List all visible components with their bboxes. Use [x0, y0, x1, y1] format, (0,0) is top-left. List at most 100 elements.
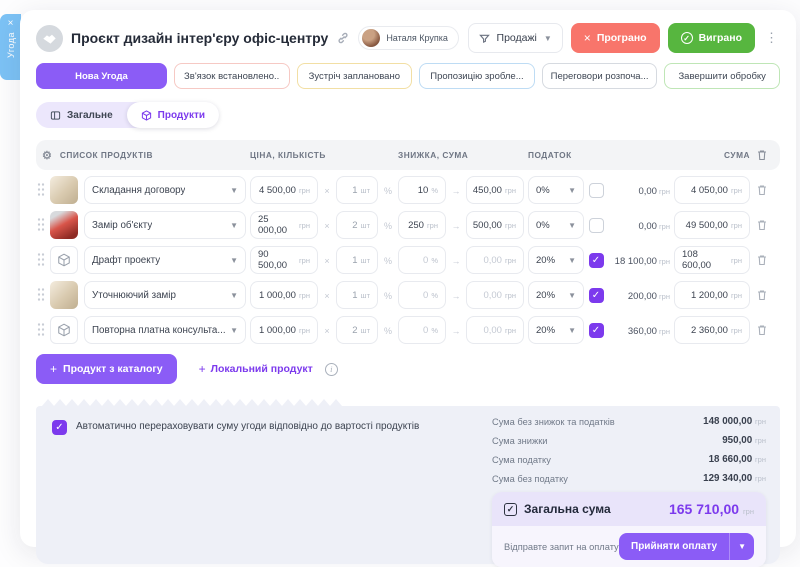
- link-icon[interactable]: [336, 31, 350, 45]
- price-input[interactable]: 1 000,00 грн: [250, 316, 318, 344]
- tax-select[interactable]: 0% ▼: [528, 211, 584, 239]
- accept-payment-button[interactable]: Прийняти оплату ▼: [619, 533, 754, 560]
- quantity-input[interactable]: 2 шт: [336, 211, 378, 239]
- summary-panel: ✓ Автоматично перераховувати суму угоди …: [36, 399, 780, 567]
- deal-side-tab[interactable]: × Угода: [0, 14, 21, 80]
- lost-button[interactable]: × Програно: [570, 23, 660, 53]
- arrow-right-icon: →: [451, 256, 461, 266]
- plus-icon: +: [50, 362, 58, 376]
- tax-checkbox[interactable]: ✓: [588, 252, 604, 268]
- drag-handle-icon[interactable]: [37, 252, 45, 268]
- chevron-down-icon: ▼: [568, 255, 576, 265]
- won-button[interactable]: ✓ Виграно: [667, 23, 755, 53]
- deal-card: Проєкт дизайн інтер'єру офіс-центру Ната…: [20, 10, 796, 567]
- discount-sum-input[interactable]: 450,00 грн: [466, 176, 524, 204]
- stage-meeting-scheduled[interactable]: Зустріч заплановано: [296, 63, 413, 89]
- close-icon[interactable]: ×: [7, 18, 14, 29]
- stage-negotiations-started[interactable]: Переговори розпоча...: [541, 63, 658, 89]
- avatar: [362, 29, 381, 47]
- drag-handle-icon[interactable]: [37, 287, 45, 303]
- drag-handle-icon[interactable]: [37, 182, 45, 198]
- price-input[interactable]: 4 500,00 грн: [250, 176, 318, 204]
- tax-select[interactable]: 20% ▼: [528, 246, 584, 274]
- products-table-header: ⚙ СПИСОК ПРОДУКТІВ ЦІНА, КІЛЬКІСТЬ ЗНИЖК…: [36, 140, 780, 170]
- tax-checkbox[interactable]: ✓: [588, 217, 604, 233]
- product-select[interactable]: Уточнюючий замір ▼: [84, 281, 246, 309]
- summary-label: Сума знижки: [492, 435, 548, 446]
- summary-value: 950,00 грн: [722, 435, 766, 446]
- tax-select[interactable]: 20% ▼: [528, 316, 584, 344]
- drag-handle-icon[interactable]: [37, 322, 45, 338]
- trash-icon[interactable]: [756, 254, 768, 266]
- stage-contact-established[interactable]: Зв'язок встановлено..: [173, 63, 290, 89]
- tab-bar: Загальне Продукти: [36, 102, 220, 128]
- price-input[interactable]: 1 000,00 грн: [250, 281, 318, 309]
- add-catalog-label: Продукт з каталогу: [63, 363, 163, 375]
- quantity-input[interactable]: 1 шт: [336, 176, 378, 204]
- total-input[interactable]: 4 050,00 грн: [674, 176, 750, 204]
- tax-select[interactable]: 0% ▼: [528, 176, 584, 204]
- trash-icon[interactable]: [756, 289, 768, 301]
- product-select[interactable]: Повторна платна консульта... ▼: [84, 316, 246, 344]
- total-input[interactable]: 49 500,00 грн: [674, 211, 750, 239]
- tab-products[interactable]: Продукти: [126, 102, 220, 128]
- chevron-down-icon: ▼: [568, 290, 576, 300]
- owner-chip[interactable]: Наталя Крупка: [358, 26, 459, 50]
- total-input[interactable]: 1 200,00 грн: [674, 281, 750, 309]
- chevron-down-icon[interactable]: ▼: [729, 533, 754, 560]
- total-value: 165 710,00 грн: [668, 501, 754, 517]
- discount-input[interactable]: 0%: [398, 246, 446, 274]
- funnel-icon: [478, 34, 490, 43]
- drag-handle-icon[interactable]: [37, 217, 45, 233]
- price-input[interactable]: 90 500,00 грн: [250, 246, 318, 274]
- auto-recalc-checkbox[interactable]: ✓: [52, 420, 67, 435]
- total-input[interactable]: 2 360,00 грн: [674, 316, 750, 344]
- discount-input[interactable]: 250 грн: [398, 211, 446, 239]
- zigzag-edge: [42, 399, 342, 406]
- percent-icon: %: [383, 186, 392, 196]
- arrow-right-icon: →: [451, 186, 461, 196]
- stage-finish-processing[interactable]: Завершити обробку: [664, 63, 780, 89]
- more-menu-icon[interactable]: ⋮: [765, 30, 778, 45]
- quantity-input[interactable]: 1 шт: [336, 281, 378, 309]
- tax-select[interactable]: 20% ▼: [528, 281, 584, 309]
- gear-icon[interactable]: ⚙: [42, 149, 52, 162]
- total-card: ✓ Загальна сума 165 710,00 грн Відправте…: [492, 492, 766, 567]
- info-icon[interactable]: i: [324, 362, 338, 376]
- discount-input[interactable]: 10%: [398, 176, 446, 204]
- product-select[interactable]: Драфт проекту ▼: [84, 246, 246, 274]
- product-select[interactable]: Замір об'єкту ▼: [84, 211, 246, 239]
- trash-icon[interactable]: [756, 219, 768, 231]
- price-input[interactable]: 25 000,00 грн: [250, 211, 318, 239]
- tax-checkbox[interactable]: ✓: [588, 322, 604, 338]
- tax-checkbox[interactable]: ✓: [588, 182, 604, 198]
- stage-new-deal[interactable]: Нова Угода: [36, 63, 167, 89]
- quantity-input[interactable]: 2 шт: [336, 316, 378, 344]
- total-input[interactable]: 108 600,00 грн: [674, 246, 750, 274]
- tax-checkbox[interactable]: ✓: [588, 287, 604, 303]
- quantity-input[interactable]: 1 шт: [336, 246, 378, 274]
- trash-icon[interactable]: [756, 324, 768, 336]
- trash-icon[interactable]: [756, 184, 768, 196]
- table-actions: + Продукт з каталогу + Локальний продукт…: [36, 354, 780, 384]
- pipeline-stages: Нова Угода Зв'язок встановлено.. Зустріч…: [36, 63, 780, 89]
- auto-recalc-row: ✓ Автоматично перераховувати суму угоди …: [52, 420, 492, 435]
- stage-proposal-made[interactable]: Пропозицію зробле...: [419, 63, 535, 89]
- discount-input[interactable]: 0%: [398, 316, 446, 344]
- product-select[interactable]: Складання договору ▼: [84, 176, 246, 204]
- discount-sum-input[interactable]: 0,00 грн: [466, 316, 524, 344]
- add-local-product-button[interactable]: + Локальний продукт: [199, 362, 313, 376]
- layout-icon: [50, 110, 61, 120]
- summary-line: Сума знижки 950,00 грн: [492, 435, 766, 446]
- discount-input[interactable]: 0%: [398, 281, 446, 309]
- accept-payment-label: Прийняти оплату: [631, 541, 718, 552]
- trash-icon[interactable]: [756, 149, 768, 161]
- add-catalog-product-button[interactable]: + Продукт з каталогу: [36, 354, 177, 384]
- discount-sum-input[interactable]: 0,00 грн: [466, 281, 524, 309]
- pipeline-select[interactable]: Продажі ▼: [467, 23, 563, 53]
- tab-general[interactable]: Загальне: [36, 102, 127, 128]
- multiply-icon: ×: [324, 256, 330, 266]
- discount-sum-input[interactable]: 500,00 грн: [466, 211, 524, 239]
- discount-sum-input[interactable]: 0,00 грн: [466, 246, 524, 274]
- payment-hint: Відправте запит на оплату: [504, 541, 619, 552]
